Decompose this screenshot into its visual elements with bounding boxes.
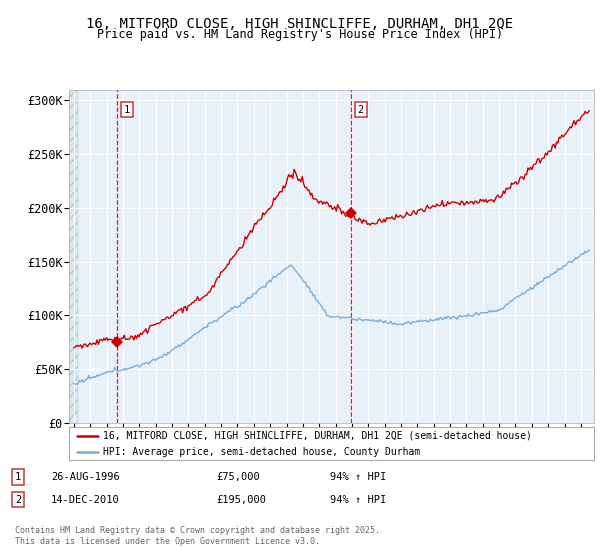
Text: £75,000: £75,000 <box>216 472 260 482</box>
Text: 14-DEC-2010: 14-DEC-2010 <box>51 494 120 505</box>
Bar <box>69 90 78 423</box>
Text: 26-AUG-1996: 26-AUG-1996 <box>51 472 120 482</box>
Text: 16, MITFORD CLOSE, HIGH SHINCLIFFE, DURHAM, DH1 2QE (semi-detached house): 16, MITFORD CLOSE, HIGH SHINCLIFFE, DURH… <box>103 431 532 441</box>
Text: 2: 2 <box>358 105 364 115</box>
Text: Contains HM Land Registry data © Crown copyright and database right 2025.
This d: Contains HM Land Registry data © Crown c… <box>15 526 380 546</box>
Text: 1: 1 <box>15 472 21 482</box>
Text: 2: 2 <box>15 494 21 505</box>
Text: 94% ↑ HPI: 94% ↑ HPI <box>330 472 386 482</box>
Text: 94% ↑ HPI: 94% ↑ HPI <box>330 494 386 505</box>
Text: 16, MITFORD CLOSE, HIGH SHINCLIFFE, DURHAM, DH1 2QE: 16, MITFORD CLOSE, HIGH SHINCLIFFE, DURH… <box>86 16 514 30</box>
Text: HPI: Average price, semi-detached house, County Durham: HPI: Average price, semi-detached house,… <box>103 447 421 457</box>
Text: £195,000: £195,000 <box>216 494 266 505</box>
Text: 1: 1 <box>124 105 130 115</box>
Text: Price paid vs. HM Land Registry's House Price Index (HPI): Price paid vs. HM Land Registry's House … <box>97 28 503 41</box>
